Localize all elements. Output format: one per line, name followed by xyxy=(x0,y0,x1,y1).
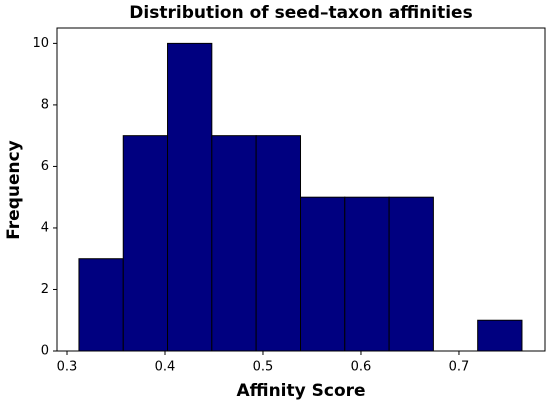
bar xyxy=(477,319,523,352)
bar xyxy=(211,135,257,352)
y-tick-label: 10 xyxy=(32,36,49,51)
bar xyxy=(388,196,434,352)
y-tick-label: 2 xyxy=(41,282,49,297)
bar xyxy=(300,196,346,352)
x-tick-label: 0.4 xyxy=(155,360,176,375)
y-tick-label: 0 xyxy=(41,344,49,359)
y-tick-label: 6 xyxy=(41,159,49,174)
x-tick-label: 0.6 xyxy=(351,360,372,375)
x-tick-label: 0.5 xyxy=(253,360,274,375)
chart-title: Distribution of seed–taxon affinities xyxy=(129,3,472,23)
y-tick-label: 8 xyxy=(41,97,49,112)
bar xyxy=(167,42,213,352)
x-axis-label: Affinity Score xyxy=(236,381,365,401)
x-tick-label: 0.7 xyxy=(449,360,470,375)
bar xyxy=(122,135,169,352)
y-axis-label: Frequency xyxy=(4,140,24,240)
y-tick-label: 4 xyxy=(41,220,49,235)
bar xyxy=(255,135,302,352)
bar xyxy=(344,196,390,352)
bar xyxy=(78,258,124,352)
plot-frame xyxy=(56,27,546,352)
x-tick-label: 0.3 xyxy=(57,360,78,375)
